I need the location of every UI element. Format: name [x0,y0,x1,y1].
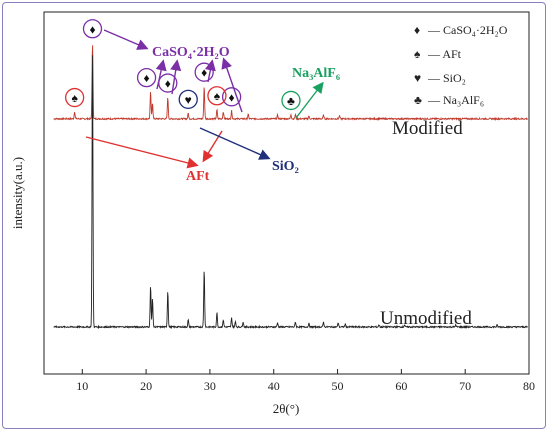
peak-marker-circle [82,19,103,39]
x-tick-label: 60 [395,379,407,393]
annotation-arrows [85,29,324,169]
peak-marker-circle [207,86,227,106]
legend-symbol: ♦ [414,23,420,37]
legend-label: — CaSO₄·2H₂O [427,23,508,37]
annotation-na3alf6: Na₃AlF₆ [292,66,340,81]
annotation-caso4: CaSO₄·2H₂O [152,45,230,60]
legend-label: — Na₃AlF₆ [427,93,484,107]
y-axis-label: intensity(a.u.) [10,157,25,229]
curve-label-modified: Modified [392,118,463,139]
arrow-sio2 [199,127,271,160]
arrow-caso4-3 [170,59,182,95]
peak-marker-symbol: ♣ [287,94,295,108]
arrow-caso4-5 [221,57,243,113]
x-axis: 10 20 30 40 50 60 70 80 [76,369,535,393]
peak-marker-circle [194,62,214,82]
legend-label: — SiO₂ [427,71,466,85]
legend-symbol: ♥ [414,71,421,85]
peak-marker-symbol: ♦ [165,77,171,91]
peak-marker-symbol: ♥ [185,93,192,107]
arrow-caso4-4 [204,59,216,83]
legend-symbol: ♣ [414,93,422,107]
legend-label: — AFt [427,47,462,61]
x-tick-label: 30 [204,379,216,393]
plot-area [43,11,530,375]
peak-marker-symbol: ♦ [229,90,235,104]
x-tick-label: 10 [76,379,88,393]
series-line-modified [53,45,528,121]
peak-marker-symbol: ♠ [71,91,78,105]
x-axis-label: 2θ(°) [273,401,300,416]
peak-marker-circle [281,90,301,111]
peak-marker-symbol: ♠ [214,89,221,103]
series-line-unmodified [53,55,528,330]
peak-markers: ♦ ♦ ♦ ♦ ♦ ♠ ♠ ♥ ♣ [64,19,301,111]
peak-marker-symbol: ♦ [201,66,207,80]
x-tick-label: 70 [459,379,471,393]
peak-marker-circle [64,87,85,108]
annotation-aft: AFt [186,169,210,184]
x-tick-label: 80 [523,379,535,393]
legend: ♦ — CaSO₄·2H₂O ♠ — AFt ♥ — SiO₂ ♣ — Na₃A… [414,23,508,107]
peak-marker-circle [221,87,242,107]
x-tick-label: 50 [332,379,344,393]
annotation-sio2: SiO₂ [272,159,299,174]
curve-label-unmodified: Unmodified [380,308,472,329]
legend-symbol: ♠ [414,47,421,61]
x-tick-label: 40 [268,379,280,393]
peak-marker-symbol: ♦ [144,71,150,85]
peak-marker-circle [136,67,157,88]
arrow-aft-1 [85,136,199,169]
peak-marker-circle [178,89,198,110]
arrow-aft-2 [202,130,223,163]
arrow-caso4-1 [103,29,149,50]
arrow-na3alf6 [295,81,324,119]
x-tick-label: 20 [140,379,152,393]
peak-marker-symbol: ♦ [89,22,95,36]
arrow-caso4-2 [155,59,167,90]
